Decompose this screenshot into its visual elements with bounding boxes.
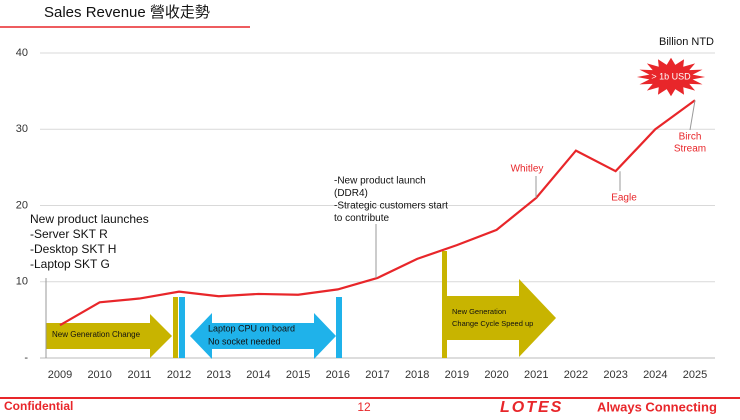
- marker-bar: [442, 251, 447, 358]
- annotation: > 1b USD: [651, 71, 691, 81]
- y-tick-label: 30: [16, 123, 28, 135]
- annotation: Laptop CPU on board: [208, 323, 295, 333]
- y-tick-label: 10: [16, 276, 28, 288]
- annotation: New Generation: [452, 307, 506, 316]
- slide-title: Sales Revenue 營收走勢: [44, 4, 210, 21]
- x-tick-label: 2012: [167, 369, 191, 381]
- leader-line: [689, 100, 696, 131]
- annotation: New Generation Change: [52, 330, 141, 339]
- x-tick-label: 2013: [207, 369, 231, 381]
- annotation: Change Cycle Speed up: [452, 319, 533, 328]
- revenue-line: [59, 99, 696, 327]
- marker-bar: [179, 297, 185, 358]
- arrow: [447, 279, 556, 357]
- x-tick-label: 2016: [326, 369, 350, 381]
- annotation: Birch: [679, 132, 702, 143]
- x-tick-label: 2021: [524, 369, 548, 381]
- y-tick-label: 40: [16, 47, 28, 59]
- marker-bar: [173, 297, 178, 358]
- x-tick-label: 2017: [365, 369, 389, 381]
- x-tick-label: 2025: [683, 369, 707, 381]
- annotation: -Strategic customers start: [334, 201, 448, 212]
- x-tick-label: 2020: [484, 369, 508, 381]
- annotation: No socket needed: [208, 336, 281, 346]
- x-tick-label: 2019: [445, 369, 469, 381]
- annotation: (DDR4): [334, 188, 368, 199]
- x-tick-label: 2011: [128, 369, 152, 381]
- annotation: Whitley: [511, 164, 544, 175]
- unit-label: Billion NTD: [659, 36, 714, 48]
- x-tick-label: 2023: [603, 369, 627, 381]
- x-tick-label: 2014: [246, 369, 270, 381]
- annotation: New product launches: [30, 212, 149, 226]
- y-tick-label: 20: [16, 199, 28, 211]
- x-tick-label: 2024: [643, 369, 667, 381]
- double-arrow: [190, 313, 336, 359]
- logo: LOTES: [500, 399, 563, 416]
- starburst: [636, 57, 706, 97]
- annotation: -Server SKT R: [30, 227, 108, 241]
- tagline: Always Connecting: [597, 399, 717, 414]
- annotation: -Desktop SKT H: [30, 242, 116, 256]
- arrow: [46, 314, 172, 358]
- y-tick-label: -: [24, 352, 28, 364]
- x-tick-label: 2010: [87, 369, 111, 381]
- annotation: -Laptop SKT G: [30, 257, 110, 271]
- x-tick-label: 2018: [405, 369, 429, 381]
- annotation: to contribute: [334, 213, 389, 224]
- annotation: -New product launch: [334, 176, 426, 187]
- page-number: 12: [357, 400, 371, 414]
- confidential: Confidential: [4, 399, 73, 413]
- x-tick-label: 2015: [286, 369, 310, 381]
- marker-bar: [336, 297, 342, 358]
- x-tick-label: 2022: [564, 369, 588, 381]
- x-tick-label: 2009: [48, 369, 72, 381]
- annotation: Eagle: [611, 193, 637, 204]
- annotation: Stream: [674, 144, 706, 155]
